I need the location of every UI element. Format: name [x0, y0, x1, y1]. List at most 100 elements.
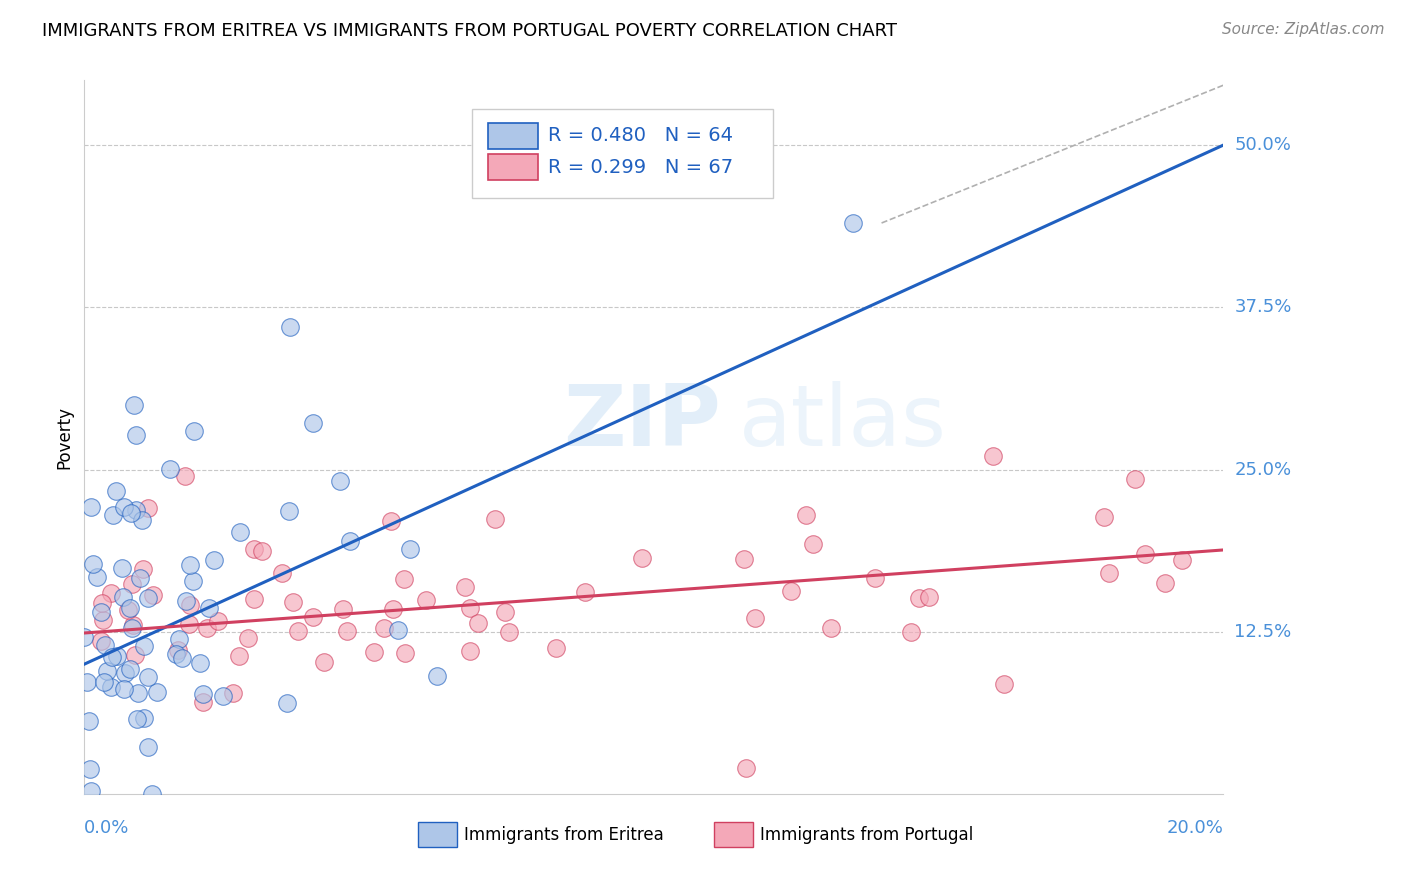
Point — [183, 424, 205, 438]
Point — [136, 501, 159, 516]
Point — [191, 687, 214, 701]
Point — [820, 621, 842, 635]
Point — [1098, 566, 1121, 581]
Point — [90, 605, 112, 619]
Point — [900, 624, 922, 639]
Point — [733, 552, 755, 566]
Point — [132, 711, 155, 725]
Point — [90, 634, 112, 648]
Point — [131, 513, 153, 527]
Point — [120, 506, 142, 520]
Point — [454, 580, 477, 594]
Point — [76, 675, 98, 690]
Point — [399, 542, 422, 557]
Point — [744, 611, 766, 625]
Point — [312, 655, 335, 669]
Point — [498, 625, 520, 640]
Point — [94, 638, 117, 652]
Point — [207, 614, 229, 628]
Text: atlas: atlas — [740, 381, 948, 465]
Point — [121, 621, 143, 635]
Point — [165, 647, 187, 661]
Point — [329, 474, 352, 488]
Point — [630, 550, 652, 565]
Point — [363, 645, 385, 659]
Text: Immigrants from Eritrea: Immigrants from Eritrea — [464, 826, 664, 844]
Point — [125, 503, 148, 517]
Point — [212, 689, 235, 703]
Point — [100, 680, 122, 694]
Point — [118, 600, 141, 615]
Point — [380, 515, 402, 529]
Point — [124, 648, 146, 662]
Text: 50.0%: 50.0% — [1234, 136, 1291, 154]
Point — [136, 591, 159, 605]
Point — [387, 623, 409, 637]
FancyBboxPatch shape — [471, 109, 773, 198]
Point — [117, 602, 139, 616]
Point — [908, 591, 931, 606]
Point — [494, 606, 516, 620]
Point — [122, 398, 145, 412]
Point — [1154, 576, 1177, 591]
Point — [426, 669, 449, 683]
Point — [1135, 547, 1157, 561]
Point — [141, 787, 163, 801]
Point — [794, 508, 817, 522]
Point — [336, 624, 359, 638]
Point — [127, 686, 149, 700]
Point — [77, 714, 100, 728]
Point — [82, 558, 104, 572]
Point — [228, 649, 250, 664]
Point — [458, 644, 481, 658]
Point — [544, 640, 567, 655]
Point — [179, 558, 201, 572]
Point — [112, 681, 135, 696]
Point — [121, 577, 143, 591]
Point — [112, 590, 135, 604]
Point — [80, 500, 103, 514]
FancyBboxPatch shape — [418, 822, 457, 847]
Point — [918, 591, 941, 605]
Point — [125, 428, 148, 442]
Point — [332, 602, 354, 616]
Point — [181, 574, 204, 588]
Point — [159, 462, 181, 476]
Point — [112, 500, 135, 514]
Text: Source: ZipAtlas.com: Source: ZipAtlas.com — [1222, 22, 1385, 37]
Point — [993, 677, 1015, 691]
Point — [484, 512, 506, 526]
Point — [73, 630, 96, 644]
Text: R = 0.299   N = 67: R = 0.299 N = 67 — [548, 158, 733, 177]
Point — [80, 784, 103, 798]
Point — [177, 617, 200, 632]
Point — [415, 592, 437, 607]
Point — [174, 594, 197, 608]
FancyBboxPatch shape — [488, 123, 537, 149]
Point — [1171, 553, 1194, 567]
Point — [381, 601, 404, 615]
Point — [167, 632, 190, 646]
Point — [172, 651, 194, 665]
FancyBboxPatch shape — [714, 822, 752, 847]
Point — [1123, 472, 1146, 486]
Point — [110, 561, 132, 575]
Point — [863, 571, 886, 585]
Point — [93, 675, 115, 690]
Point — [302, 417, 325, 431]
Point — [103, 508, 125, 522]
Point — [121, 618, 143, 632]
Text: 25.0%: 25.0% — [1234, 460, 1292, 478]
Point — [270, 566, 292, 580]
Point — [202, 552, 225, 566]
Point — [195, 621, 218, 635]
Text: 0.0%: 0.0% — [84, 819, 129, 837]
Point — [96, 665, 118, 679]
Point — [222, 686, 245, 700]
Point — [574, 585, 596, 599]
Text: 12.5%: 12.5% — [1234, 623, 1292, 640]
Point — [302, 610, 325, 624]
Point — [132, 639, 155, 653]
Point — [1094, 510, 1116, 524]
Point — [91, 596, 114, 610]
